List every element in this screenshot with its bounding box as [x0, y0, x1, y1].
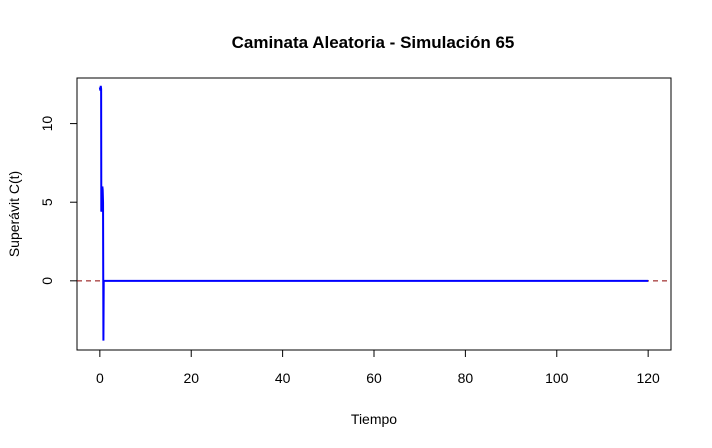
x-tick-label: 40 — [275, 370, 291, 386]
plot-frame — [76, 77, 672, 351]
x-tick-label: 60 — [366, 370, 382, 386]
chart-title: Caminata Aleatoria - Simulación 65 — [232, 33, 515, 52]
x-tick-label: 0 — [96, 370, 104, 386]
x-tick-label: 100 — [545, 370, 569, 386]
y-tick-label: 5 — [39, 198, 55, 206]
x-tick-label: 80 — [458, 370, 474, 386]
y-tick-label: 10 — [39, 116, 55, 132]
x-tick-label: 120 — [636, 370, 660, 386]
y-axis-label: Superávit C(t) — [6, 171, 22, 257]
series-line — [98, 85, 649, 341]
x-axis-label: Tiempo — [351, 411, 397, 427]
x-tick-label: 20 — [183, 370, 199, 386]
y-axis: 0 5 10 — [39, 116, 78, 285]
x-axis: 0 20 40 60 80 100 120 — [96, 349, 660, 386]
series-group — [98, 85, 649, 341]
y-tick-label: 0 — [39, 277, 55, 285]
